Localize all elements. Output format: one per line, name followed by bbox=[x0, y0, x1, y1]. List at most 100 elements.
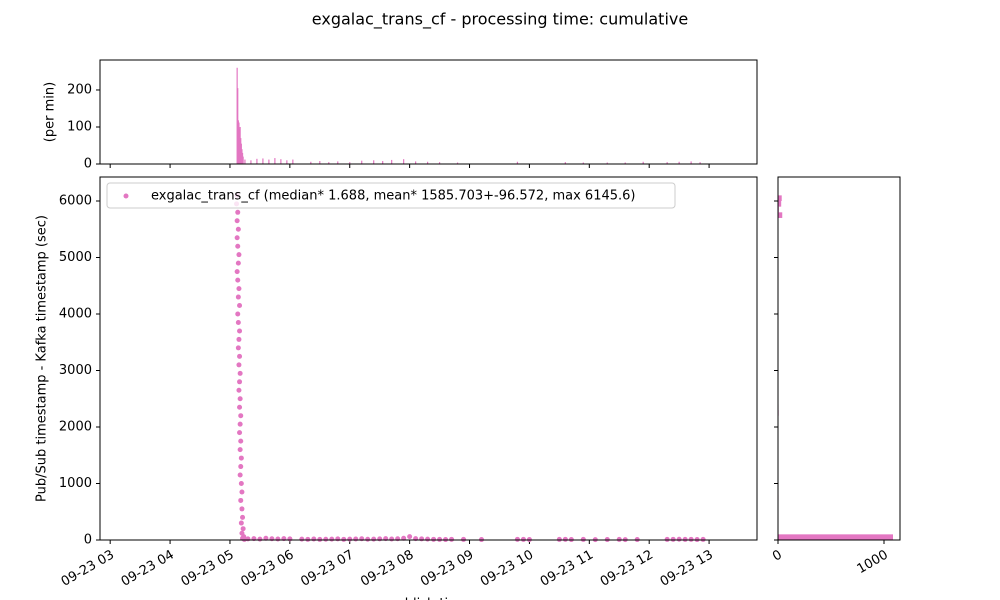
scatter-point bbox=[236, 286, 242, 292]
scatter-point bbox=[239, 506, 245, 512]
bar bbox=[382, 161, 384, 164]
scatter-point bbox=[236, 252, 242, 258]
scatter-point bbox=[237, 379, 243, 385]
bar bbox=[349, 162, 351, 164]
scatter-point bbox=[461, 536, 467, 542]
scatter-point bbox=[238, 497, 244, 503]
scatter-point bbox=[371, 536, 377, 542]
scatter-point bbox=[237, 396, 243, 402]
bar bbox=[274, 158, 276, 164]
scatter-point bbox=[238, 481, 244, 487]
scatter-point bbox=[299, 536, 305, 542]
chart-title: exgalac_trans_cf - processing time: cumu… bbox=[312, 10, 688, 30]
scatter-point bbox=[240, 526, 246, 532]
scatter-point bbox=[580, 536, 586, 542]
bar bbox=[624, 162, 626, 164]
bar bbox=[280, 159, 282, 164]
scatter-point bbox=[236, 387, 242, 393]
scatter-point bbox=[235, 226, 241, 232]
scatter-point bbox=[311, 536, 317, 542]
bar bbox=[456, 162, 459, 164]
y-tick-label: 6000 bbox=[59, 194, 92, 209]
scatter-point bbox=[329, 536, 335, 542]
y-tick-label: 5000 bbox=[59, 250, 92, 265]
scatter-point bbox=[682, 536, 688, 542]
scatter-point bbox=[235, 311, 241, 317]
y-tick-label: 2000 bbox=[59, 420, 92, 435]
scatter-point bbox=[235, 294, 241, 300]
bar bbox=[516, 161, 519, 164]
bar bbox=[582, 162, 584, 164]
scatter-point bbox=[335, 536, 341, 542]
bar bbox=[310, 161, 312, 164]
bar bbox=[262, 158, 264, 164]
scatter-point bbox=[269, 536, 275, 542]
bar bbox=[666, 162, 668, 164]
scatter-point bbox=[514, 536, 520, 542]
bar bbox=[678, 161, 680, 164]
legend-marker bbox=[123, 193, 129, 199]
scatter-point bbox=[425, 536, 431, 542]
scatter-point bbox=[238, 413, 244, 419]
scatter-point bbox=[238, 464, 244, 470]
bar bbox=[699, 162, 701, 164]
scatter-point bbox=[562, 536, 568, 542]
scatter-point bbox=[670, 536, 676, 542]
bar bbox=[642, 161, 644, 164]
scatter-point bbox=[305, 536, 311, 542]
scatter-point bbox=[341, 536, 347, 542]
scatter-point bbox=[389, 536, 395, 542]
scatter-point bbox=[238, 455, 244, 461]
scatter-point bbox=[676, 536, 682, 542]
bar bbox=[373, 160, 375, 164]
scatter-point bbox=[275, 536, 281, 542]
scatter-point bbox=[245, 536, 251, 542]
scatter-point bbox=[237, 472, 243, 478]
histogram-bar bbox=[778, 534, 894, 540]
bar bbox=[427, 161, 429, 164]
scatter-point bbox=[235, 319, 241, 325]
y-tick-label: 0 bbox=[84, 157, 92, 172]
legend-label: exgalac_trans_cf (median* 1.688, mean* 1… bbox=[151, 189, 635, 204]
x-axis-label: publish time bbox=[388, 597, 468, 600]
scatter-point bbox=[353, 536, 359, 542]
bar bbox=[403, 159, 405, 164]
scatter-point bbox=[235, 243, 241, 249]
scatter-point bbox=[237, 421, 243, 427]
scatter-point bbox=[237, 370, 243, 376]
scatter-point bbox=[359, 536, 365, 542]
scatter-point bbox=[237, 404, 243, 410]
bar bbox=[564, 162, 566, 164]
bar bbox=[319, 161, 321, 164]
y-axis-label: (per min) bbox=[43, 82, 58, 142]
scatter-point bbox=[239, 489, 245, 495]
y-tick-label: 1000 bbox=[59, 476, 92, 491]
scatter-point bbox=[431, 536, 437, 542]
bar bbox=[606, 162, 608, 164]
bar bbox=[328, 162, 330, 164]
bar bbox=[244, 159, 246, 164]
scatter-point bbox=[240, 514, 246, 520]
scatter-point bbox=[235, 277, 241, 283]
scatter-point bbox=[317, 536, 323, 542]
y-tick-label: 4000 bbox=[59, 307, 92, 322]
axes-frame bbox=[777, 176, 901, 541]
y-tick-label: 3000 bbox=[59, 363, 92, 378]
scatter-point bbox=[237, 328, 243, 334]
scatter-point bbox=[234, 235, 240, 241]
scatter-point bbox=[449, 536, 455, 542]
bar bbox=[415, 161, 417, 164]
scatter-point bbox=[235, 209, 241, 215]
scatter-point bbox=[323, 536, 329, 542]
y-tick-label: 100 bbox=[67, 119, 92, 134]
legend-box bbox=[106, 182, 676, 209]
scatter-point bbox=[237, 353, 243, 359]
scatter-point bbox=[237, 303, 243, 309]
bar bbox=[690, 161, 692, 164]
scatter-point bbox=[287, 536, 293, 542]
scatter-point bbox=[236, 336, 242, 342]
scatter-point bbox=[235, 345, 241, 351]
scatter-point bbox=[419, 536, 425, 542]
